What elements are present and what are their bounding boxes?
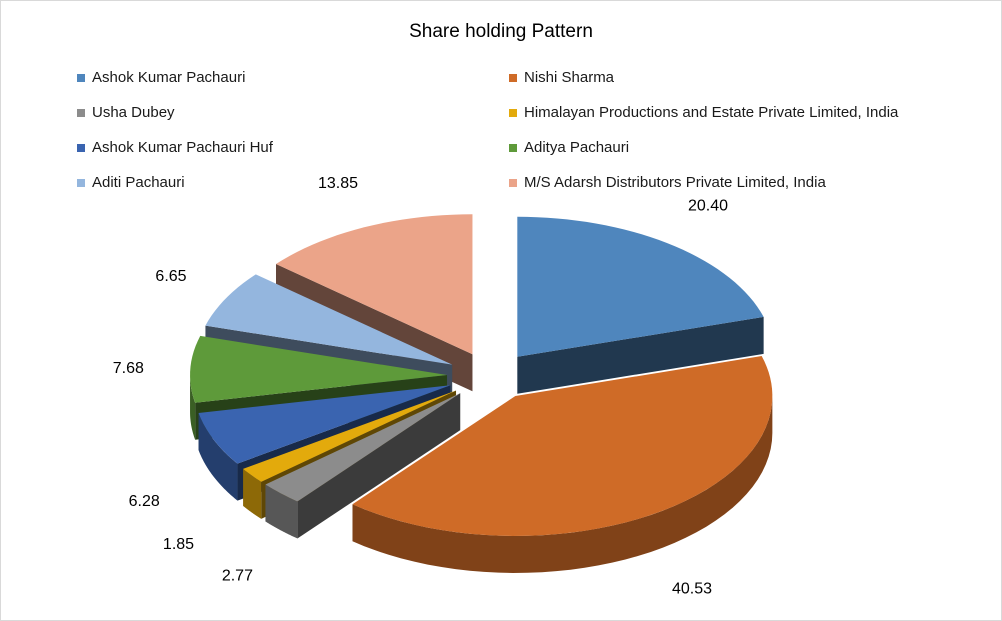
chart-title: Share holding Pattern — [409, 21, 593, 42]
legend-label: M/S Adarsh Distributors Private Limited,… — [524, 174, 826, 191]
legend-item: M/S Adarsh Distributors Private Limited,… — [509, 174, 826, 191]
pie-slice — [190, 335, 448, 403]
slice-side-wall — [297, 393, 461, 539]
data-label: 6.28 — [129, 493, 160, 510]
legend-swatch — [77, 73, 85, 82]
pie-slice — [205, 274, 453, 365]
data-label: 40.53 — [672, 581, 712, 598]
slice-tops — [190, 214, 773, 536]
legend-label: Aditi Pachauri — [92, 174, 185, 191]
pie-slice — [352, 356, 773, 536]
pie-slice — [243, 390, 457, 482]
legend-item: Ashok Kumar Pachauri — [77, 69, 245, 86]
legend-swatch — [77, 108, 85, 117]
legend-label: Ashok Kumar Pachauri — [92, 69, 246, 86]
legend-swatch — [509, 143, 517, 152]
slice-outer-wall — [190, 375, 196, 440]
legend-swatch — [509, 73, 517, 82]
slice-outer-wall — [243, 468, 262, 519]
data-label: 7.68 — [113, 360, 144, 377]
legend-item: Ashok Kumar Pachauri Huf — [77, 139, 273, 156]
legend-label: Aditya Pachauri — [524, 139, 630, 156]
data-label: 2.77 — [222, 567, 253, 584]
legend-label: Himalayan Productions and Estate Private… — [524, 104, 899, 121]
slice-side-wall — [517, 316, 764, 394]
legend-swatch — [509, 108, 517, 117]
data-labels: 20.40 40.53 2.77 1.85 6.28 7.68 6.65 13.85 — [113, 175, 728, 598]
data-label: 1.85 — [163, 536, 194, 553]
legend-item: Aditi Pachauri — [77, 174, 185, 191]
slice-outer-wall — [198, 413, 238, 501]
pie-slice — [276, 214, 473, 355]
legend-swatch — [77, 143, 85, 152]
legend-item: Nishi Sharma — [509, 69, 614, 86]
pie-slice — [198, 385, 451, 464]
legend-swatch — [509, 178, 517, 187]
legend-item: Himalayan Productions and Estate Private… — [509, 104, 898, 121]
data-label: 20.40 — [688, 198, 728, 215]
legend-label: Usha Dubey — [92, 104, 175, 121]
legend-label: Ashok Kumar Pachauri Huf — [92, 139, 273, 156]
legend-item: Aditya Pachauri — [509, 139, 629, 156]
data-label: 13.85 — [318, 175, 358, 192]
data-label: 6.65 — [155, 268, 186, 285]
pie-slice — [265, 393, 461, 502]
slice-outer-wall — [265, 484, 298, 539]
pie-slice — [517, 216, 764, 357]
legend-swatch — [77, 178, 85, 187]
legend-item: Usha Dubey — [77, 104, 175, 121]
slice-outer-wall — [352, 395, 773, 573]
legend-label: Nishi Sharma — [524, 69, 615, 86]
